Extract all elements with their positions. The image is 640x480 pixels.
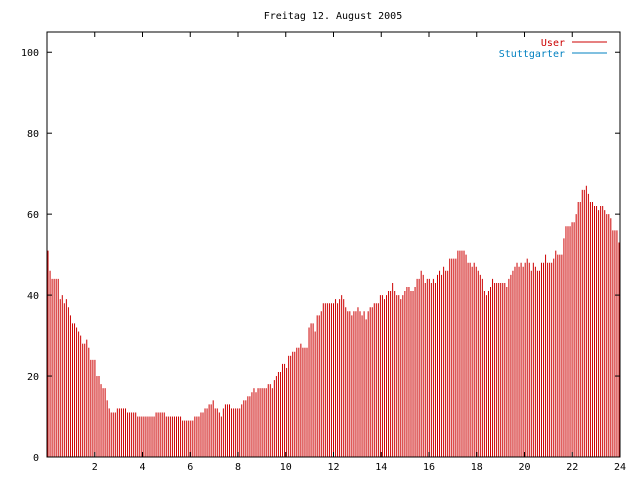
y-tick-label: 20	[27, 372, 39, 383]
chart-title: Freitag 12. August 2005	[264, 11, 402, 22]
x-tick-label: 8	[235, 462, 241, 473]
x-tick-label: 4	[139, 462, 145, 473]
user-bars	[47, 185, 620, 457]
x-tick-label: 10	[280, 462, 292, 473]
legend-user-label: User	[541, 38, 565, 49]
legend-stuttgarter-label: Stuttgarter	[499, 49, 565, 60]
legend: User Stuttgarter	[499, 38, 607, 60]
x-tick-label: 20	[518, 462, 530, 473]
x-tick-label: 12	[327, 462, 339, 473]
x-tick-label: 18	[471, 462, 483, 473]
x-tick-label: 24	[614, 462, 626, 473]
x-tick-label: 16	[423, 462, 435, 473]
y-tick-label: 60	[27, 210, 39, 221]
y-tick-label: 40	[27, 291, 39, 302]
y-tick-label: 0	[33, 453, 39, 464]
x-tick-label: 6	[187, 462, 193, 473]
y-tick-label: 100	[21, 48, 39, 59]
x-tick-label: 14	[375, 462, 387, 473]
x-tick-label: 2	[92, 462, 98, 473]
x-tick-label: 22	[566, 462, 578, 473]
y-tick-label: 80	[27, 129, 39, 140]
